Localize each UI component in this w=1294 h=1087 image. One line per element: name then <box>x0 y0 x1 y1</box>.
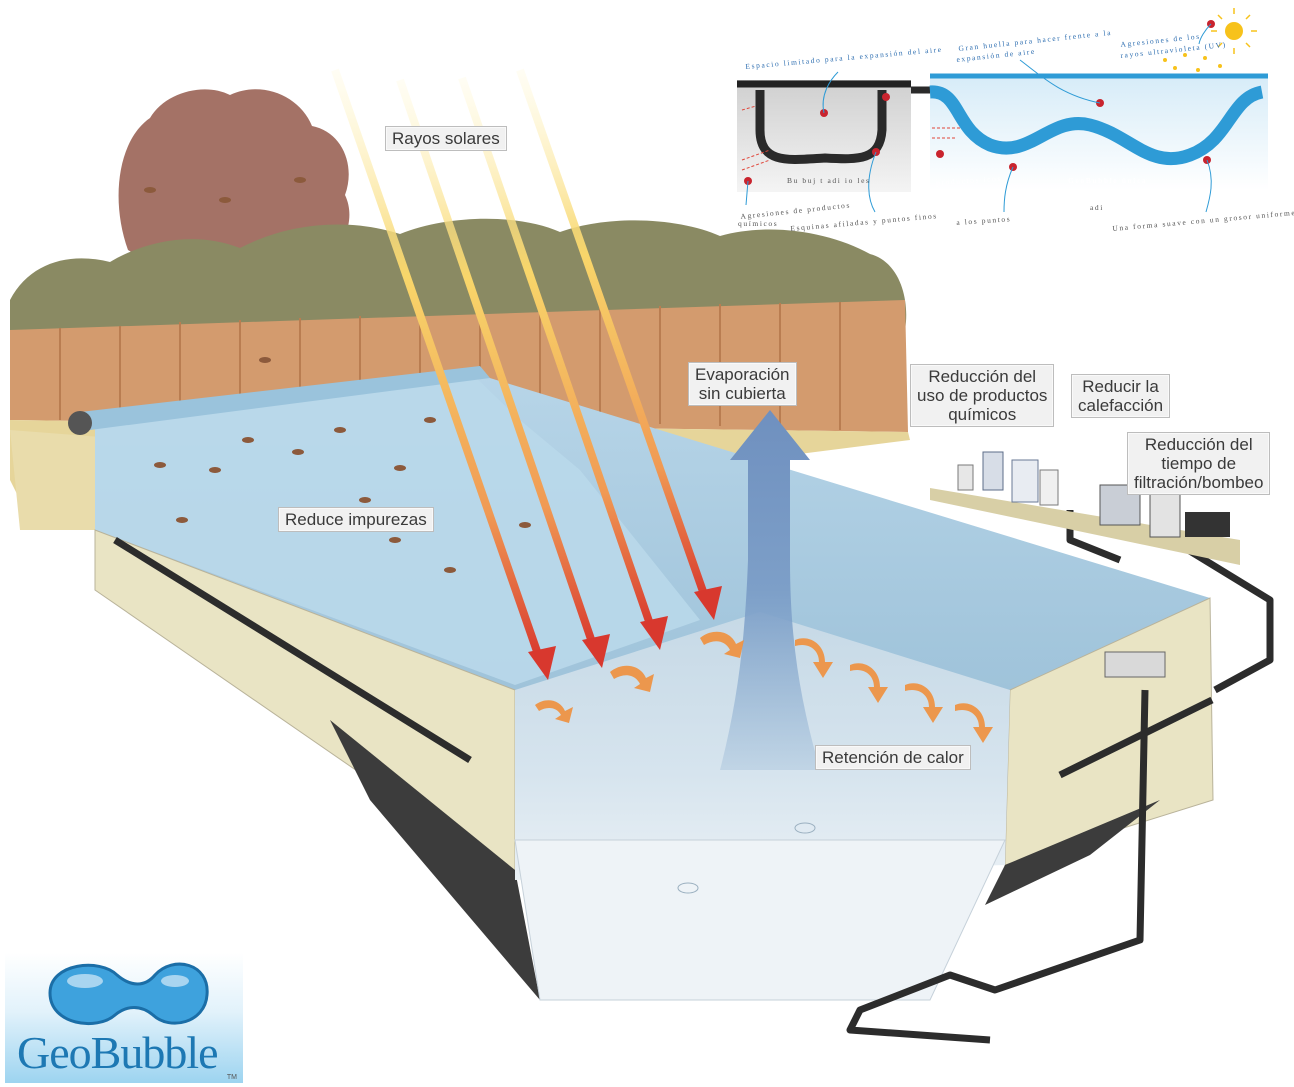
logo-trademark: TM <box>226 1074 237 1081</box>
heat-retention-arrows <box>535 631 993 743</box>
chemical-bottles <box>957 451 1059 506</box>
pipes <box>113 510 1274 1044</box>
shelf <box>930 488 1240 565</box>
label-reduccion-quimicos: Reducción del uso de productos químicos <box>910 364 1055 427</box>
sun-rays <box>331 68 722 680</box>
label-reducir-calefaccion: Reducir la calefacción <box>1071 374 1171 418</box>
label-evaporacion: Evaporación sin cubierta <box>688 362 797 406</box>
logo-bubble-icon <box>48 962 209 1026</box>
cover-roll <box>80 366 490 430</box>
filter <box>1149 491 1181 538</box>
pool-base-right <box>985 800 1160 905</box>
geobubble-logo: GeoBubble TM <box>5 953 243 1083</box>
sun-icon <box>1225 22 1243 40</box>
evaporation-arrow <box>720 410 820 770</box>
pool-floor <box>514 839 1006 1001</box>
pool-base-left <box>330 720 540 1000</box>
reel <box>68 411 92 435</box>
label-rayos-solares: Rayos solares <box>385 126 507 151</box>
inset-quimicos: químicos <box>738 219 779 228</box>
motor <box>1185 512 1230 537</box>
label-reduce-impurezas: Reduce impurezas <box>278 507 434 532</box>
inset-geobubble-unica: GeoBubble única <box>1068 176 1148 185</box>
inset-traditional-bubble <box>737 71 930 213</box>
logo-text: GeoBubble <box>17 1027 219 1078</box>
leaves <box>144 177 531 573</box>
inset-geobubble <box>929 8 1268 213</box>
skimmer <box>1104 651 1166 678</box>
label-reduccion-filtracion: Reducción del tiempo de filtración/bombe… <box>1127 432 1271 495</box>
inset-adi: adi <box>1090 203 1104 212</box>
label-retencion-calor: Retención de calor <box>815 745 971 770</box>
inset-burbujas-tradicionales: Bu buj t adi io les <box>787 176 871 185</box>
